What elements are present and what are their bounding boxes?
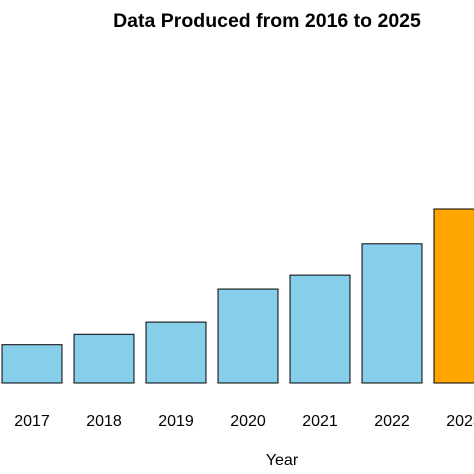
chart-title: Data Produced from 2016 to 2025: [113, 10, 421, 32]
x-axis-label: Year: [265, 452, 299, 469]
bar-2021: [289, 274, 351, 384]
bar-2020: [217, 288, 279, 384]
x-tick-label-2023: 2023: [446, 413, 474, 430]
bar-2019: [145, 321, 207, 384]
x-tick-label-2017: 2017: [14, 413, 50, 430]
x-tick-label-2021: 2021: [302, 413, 338, 430]
bar-2022: [361, 243, 423, 384]
bar-2018: [73, 333, 135, 384]
x-tick-label-2020: 2020: [230, 413, 266, 430]
x-tick-label-2022: 2022: [374, 413, 410, 430]
x-tick-label-2019: 2019: [158, 413, 194, 430]
bar-2023: [433, 208, 474, 384]
bar-2017: [1, 344, 63, 384]
x-tick-label-2018: 2018: [86, 413, 122, 430]
